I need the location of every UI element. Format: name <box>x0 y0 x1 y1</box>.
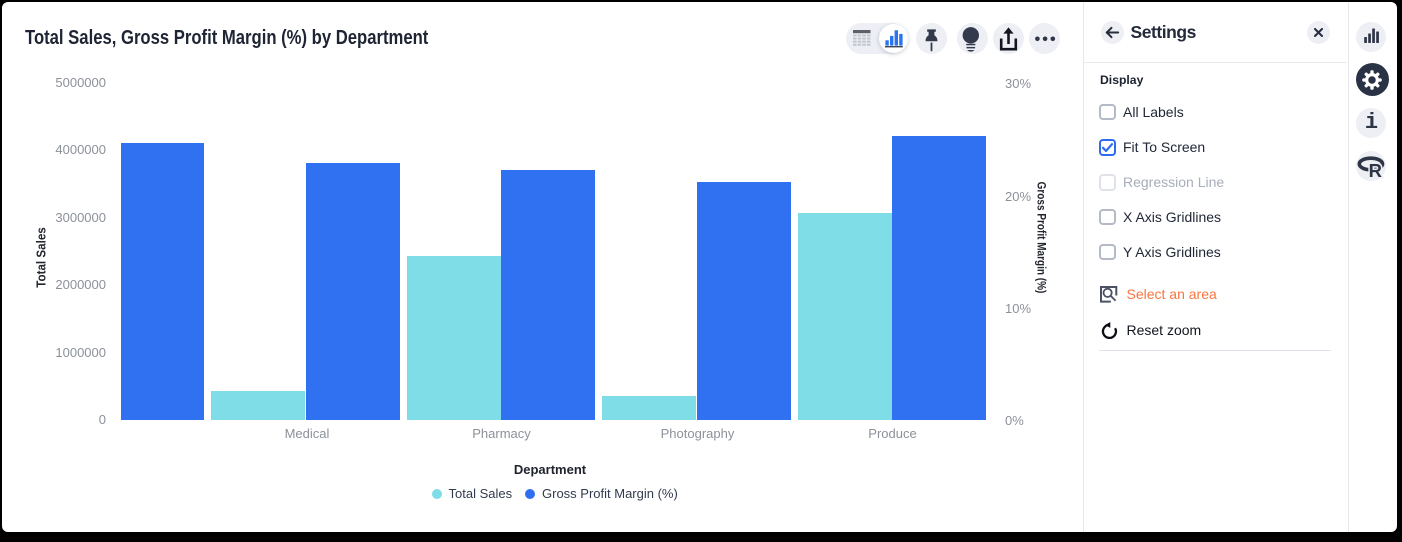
svg-text:R: R <box>1369 160 1382 181</box>
